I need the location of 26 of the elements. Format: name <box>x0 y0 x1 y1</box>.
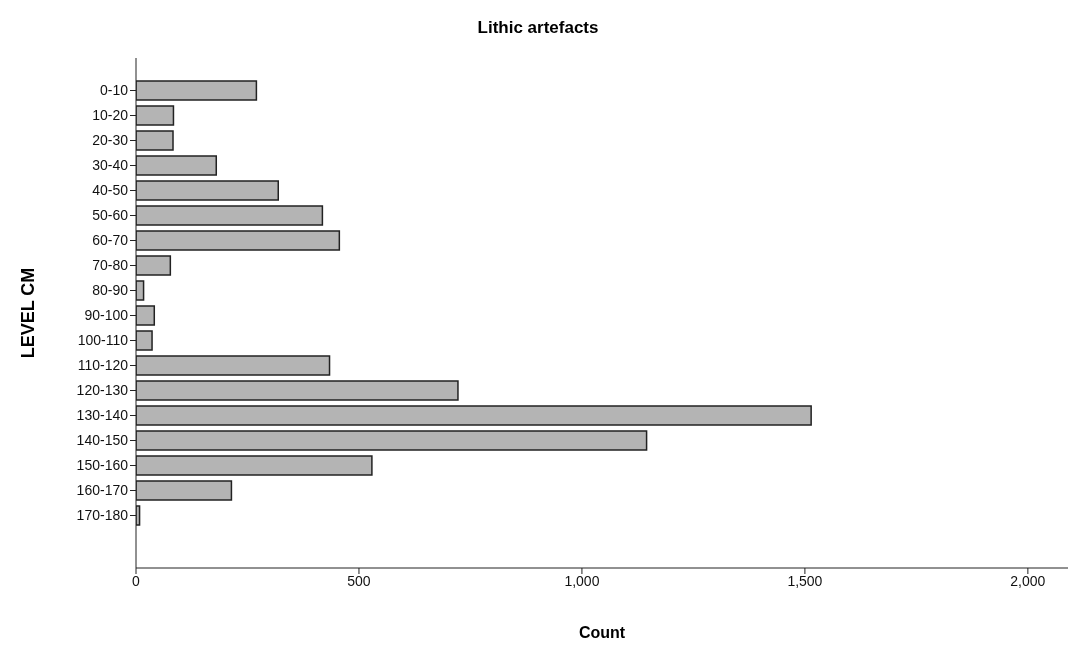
y-tick-label: 140-150 <box>76 432 129 449</box>
y-tick-label: 100-110 <box>77 332 129 349</box>
y-tick-label: 10-20 <box>92 107 129 124</box>
y-tick-label: 70-80 <box>92 257 129 274</box>
x-tick-label: 500 <box>347 572 371 589</box>
y-tick-label: 150-160 <box>76 457 129 474</box>
y-tick-label: 120-130 <box>76 382 129 399</box>
y-tick-label: 30-40 <box>92 157 129 174</box>
x-tick-label: 2,000 <box>1010 572 1046 589</box>
y-tick-label: 170-180 <box>76 507 129 524</box>
x-tick-label: 1,500 <box>787 572 823 589</box>
y-tick-label: 130-140 <box>76 407 129 424</box>
chart-title: Lithic artefacts <box>476 18 600 38</box>
x-axis-title: Count <box>578 624 626 641</box>
x-tick-label: 1,000 <box>564 572 600 589</box>
y-tick-label: 60-70 <box>92 232 129 249</box>
y-axis-title: LEVEL CM <box>18 267 39 359</box>
y-tick-label: 160-170 <box>76 482 129 499</box>
y-tick-label: 0-10 <box>99 82 129 99</box>
y-tick-label: 20-30 <box>92 132 129 149</box>
y-tick-label: 90-100 <box>84 307 129 324</box>
x-tick-label: 0 <box>132 572 141 589</box>
y-tick-label: 50-60 <box>92 207 129 224</box>
y-tick-label: 40-50 <box>92 182 129 199</box>
y-tick-label: 110-120 <box>77 357 129 374</box>
y-tick-label: 80-90 <box>92 282 129 299</box>
